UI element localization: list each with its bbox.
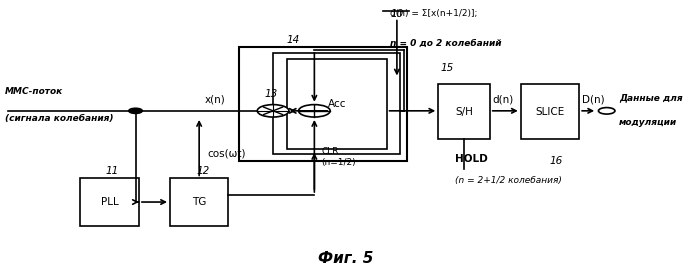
Text: 12: 12	[196, 166, 209, 176]
FancyBboxPatch shape	[170, 178, 229, 226]
Text: Фиг. 5: Фиг. 5	[317, 251, 373, 266]
Text: CLR
(n=1/2): CLR (n=1/2)	[322, 147, 356, 167]
Text: HOLD: HOLD	[455, 153, 488, 164]
Circle shape	[598, 108, 615, 114]
Text: PLL: PLL	[101, 197, 119, 207]
Text: d(n): d(n)	[493, 94, 514, 104]
Text: 14: 14	[287, 35, 300, 44]
Text: Данные для: Данные для	[619, 94, 683, 103]
Text: 15: 15	[440, 63, 454, 73]
Text: cos(ωt): cos(ωt)	[208, 148, 246, 158]
Text: ММС-поток: ММС-поток	[5, 87, 63, 96]
Text: Acc: Acc	[327, 99, 346, 109]
Circle shape	[298, 105, 330, 117]
Text: 13: 13	[264, 89, 278, 99]
Text: S/H: S/H	[455, 106, 473, 117]
FancyBboxPatch shape	[287, 60, 387, 149]
Text: 10: 10	[390, 10, 403, 19]
Text: 16: 16	[549, 156, 563, 166]
FancyBboxPatch shape	[521, 84, 579, 139]
Text: (сигнала колебания): (сигнала колебания)	[5, 114, 113, 123]
FancyBboxPatch shape	[238, 47, 408, 161]
Text: n = 0 до 2 колебаний: n = 0 до 2 колебаний	[390, 39, 501, 48]
Text: D(n): D(n)	[582, 94, 605, 104]
FancyBboxPatch shape	[438, 84, 490, 139]
Circle shape	[129, 108, 143, 114]
Text: модуляции: модуляции	[619, 118, 677, 127]
FancyBboxPatch shape	[273, 53, 401, 154]
Text: TG: TG	[192, 197, 206, 207]
Text: x(n): x(n)	[204, 94, 225, 104]
FancyBboxPatch shape	[80, 178, 139, 226]
Text: d(n) = Σ[x(n+1/2)];: d(n) = Σ[x(n+1/2)];	[390, 10, 477, 19]
Circle shape	[257, 105, 289, 117]
Text: SLICE: SLICE	[535, 106, 565, 117]
Text: 11: 11	[106, 166, 120, 176]
Text: (n = 2+1/2 колебания): (n = 2+1/2 колебания)	[455, 176, 562, 185]
